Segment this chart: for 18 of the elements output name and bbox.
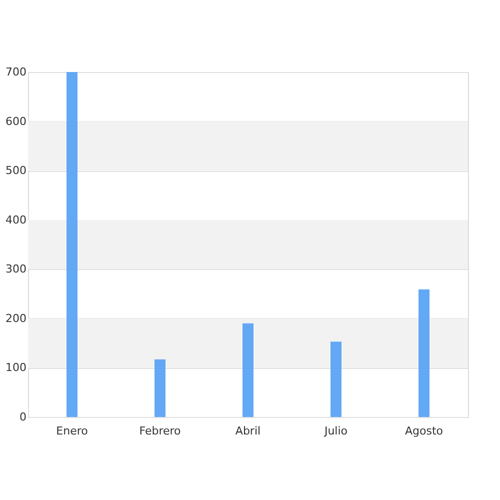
y-tick-label: 300 <box>6 262 26 276</box>
bar <box>154 359 166 417</box>
y-tick-label: 500 <box>6 164 26 178</box>
y-tick-label: 600 <box>6 114 26 128</box>
bar <box>418 289 430 417</box>
y-tick-label: 0 <box>20 410 26 424</box>
bar <box>66 72 78 417</box>
x-tick-label: Enero <box>56 424 88 438</box>
y-tick-label: 200 <box>6 312 26 325</box>
x-tick-label: Julio <box>323 424 348 438</box>
bar <box>330 342 342 417</box>
x-tick-label: Febrero <box>139 424 182 438</box>
y-tick-label: 700 <box>6 66 26 78</box>
y-tick-label: 100 <box>6 361 26 374</box>
bar <box>242 323 254 417</box>
x-tick-label: Abril <box>235 424 261 438</box>
x-tick-label: Agosto <box>404 424 444 438</box>
y-tick-label: 400 <box>6 213 26 226</box>
